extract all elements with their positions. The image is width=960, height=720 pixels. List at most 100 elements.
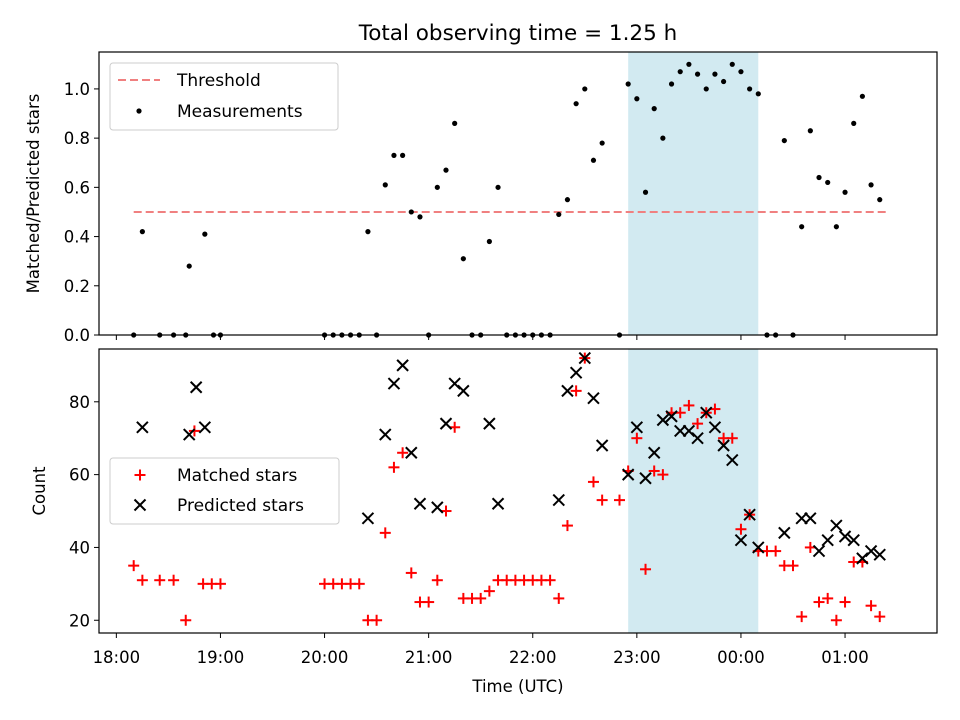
measurement-point: [486, 238, 492, 245]
y-tick-label: 0.6: [64, 178, 90, 197]
legend-measurement-swatch: [136, 108, 142, 114]
measurement-point: [807, 128, 813, 134]
predicted-star-point: [864, 544, 878, 558]
matched-star-point: [544, 574, 556, 586]
matched-star-point: [136, 574, 148, 586]
predicted-star-point: [136, 421, 149, 434]
measurement-point: [747, 86, 753, 92]
predicted-star-point: [387, 377, 401, 390]
predicted-star-points: [136, 351, 886, 565]
ratio-y-ticks: 0.0 0.2 0.4 0.6 0.8 1.0: [64, 80, 99, 345]
predicted-star-point: [405, 446, 418, 459]
measurement-point: [382, 182, 388, 188]
predicted-star-point: [838, 530, 852, 543]
measurement-point: [400, 152, 406, 158]
measurement-point: [417, 214, 423, 220]
predicted-star-point: [595, 439, 609, 452]
y-tick-label: 20: [69, 611, 90, 630]
measurement-point: [443, 167, 449, 173]
matched-star-point: [180, 614, 192, 626]
measurement-point: [677, 69, 683, 75]
measurement-point: [729, 61, 735, 67]
matched-star-point: [596, 494, 608, 506]
matched-star-point: [388, 461, 400, 473]
predicted-star-point: [847, 533, 860, 547]
observing-span-highlight: [628, 349, 759, 633]
y-tick-label: 0.0: [64, 326, 90, 345]
measurement-point: [590, 157, 597, 163]
predicted-star-point: [717, 439, 730, 452]
predicted-star-point: [361, 512, 375, 525]
predicted-star-point: [413, 497, 427, 510]
predicted-star-point: [830, 519, 843, 532]
measurement-point: [660, 135, 666, 141]
predicted-star-point: [752, 541, 765, 554]
measurement-point: [851, 120, 857, 126]
predicted-star-point: [804, 512, 817, 525]
ratio-plot-frame: [98, 51, 938, 336]
legend-predicted-swatch: [133, 498, 147, 512]
matched-star-point: [371, 614, 383, 626]
predicted-star-point: [743, 508, 756, 521]
measurement-point: [651, 106, 657, 112]
matched-star-point: [570, 385, 582, 397]
matched-star-point: [648, 465, 660, 477]
matched-star-point: [431, 574, 443, 586]
predicted-star-point: [708, 421, 722, 434]
measurement-point: [582, 86, 588, 92]
matched-star-point: [587, 476, 599, 488]
y-tick-label: 40: [69, 538, 90, 557]
matched-star-point: [631, 432, 643, 444]
measurement-point: [202, 231, 208, 237]
predicted-star-point: [183, 428, 196, 441]
predicted-star-point: [431, 501, 444, 514]
predicted-star-point: [726, 453, 739, 467]
measurement-point: [859, 93, 865, 99]
measurement-point: [868, 182, 874, 188]
measurement-point: [556, 211, 562, 218]
x-tick-label: 22:00: [509, 648, 557, 667]
ratio-y-axis-label: Matched/Predicted stars: [24, 94, 43, 294]
legend-matched-label: Matched stars: [177, 466, 297, 486]
ratio-panel: 0.0 0.2 0.4 0.6 0.8 1.0 Matched/Predicted sta…: [24, 51, 938, 345]
x-tick-label: 00:00: [717, 648, 765, 667]
matched-star-point: [640, 563, 652, 575]
measurement-point: [825, 179, 831, 186]
count-legend: Matched stars Predicted stars: [109, 457, 340, 525]
predicted-star-point: [439, 417, 453, 430]
measurement-point: [703, 86, 709, 92]
legend-matched-swatch: [134, 469, 146, 481]
predicted-star-point: [700, 406, 713, 419]
matched-star-point: [839, 596, 851, 608]
matched-star-point: [154, 574, 166, 586]
measurement-point: [642, 189, 649, 195]
figure-title: Total observing time = 1.25 h: [358, 21, 678, 46]
x-tick-label: 23:00: [613, 648, 661, 667]
measurement-point: [781, 137, 787, 144]
measurement-point: [833, 224, 839, 230]
predicted-star-point: [665, 410, 678, 423]
predicted-star-point: [457, 384, 470, 398]
measurement-point: [720, 78, 727, 85]
legend-plus-marker: [134, 469, 146, 481]
x-tick-label: 20:00: [301, 648, 349, 667]
measurement-point: [694, 71, 701, 77]
matched-star-point: [214, 578, 226, 590]
measurement-point: [625, 81, 631, 87]
predicted-star-point: [491, 497, 505, 510]
matched-star-point: [787, 560, 799, 572]
matched-star-point: [188, 425, 200, 437]
measurement-point: [686, 61, 692, 67]
count-panel: 20 40 60 80 18:00 19:00 20:00 21:00 22:00 23:00 0…: [30, 348, 938, 696]
measurement-point: [877, 197, 883, 203]
measurement-point: [434, 184, 440, 190]
predicted-star-point: [873, 548, 886, 561]
predicted-star-point: [734, 533, 748, 547]
predicted-star-point: [578, 351, 592, 365]
measurement-point: [460, 256, 466, 262]
measurement-point: [365, 229, 371, 235]
y-tick-label: 0.4: [64, 228, 90, 247]
matched-star-point: [830, 614, 842, 626]
y-tick-label: 80: [69, 393, 90, 412]
y-tick-label: 60: [69, 466, 90, 485]
